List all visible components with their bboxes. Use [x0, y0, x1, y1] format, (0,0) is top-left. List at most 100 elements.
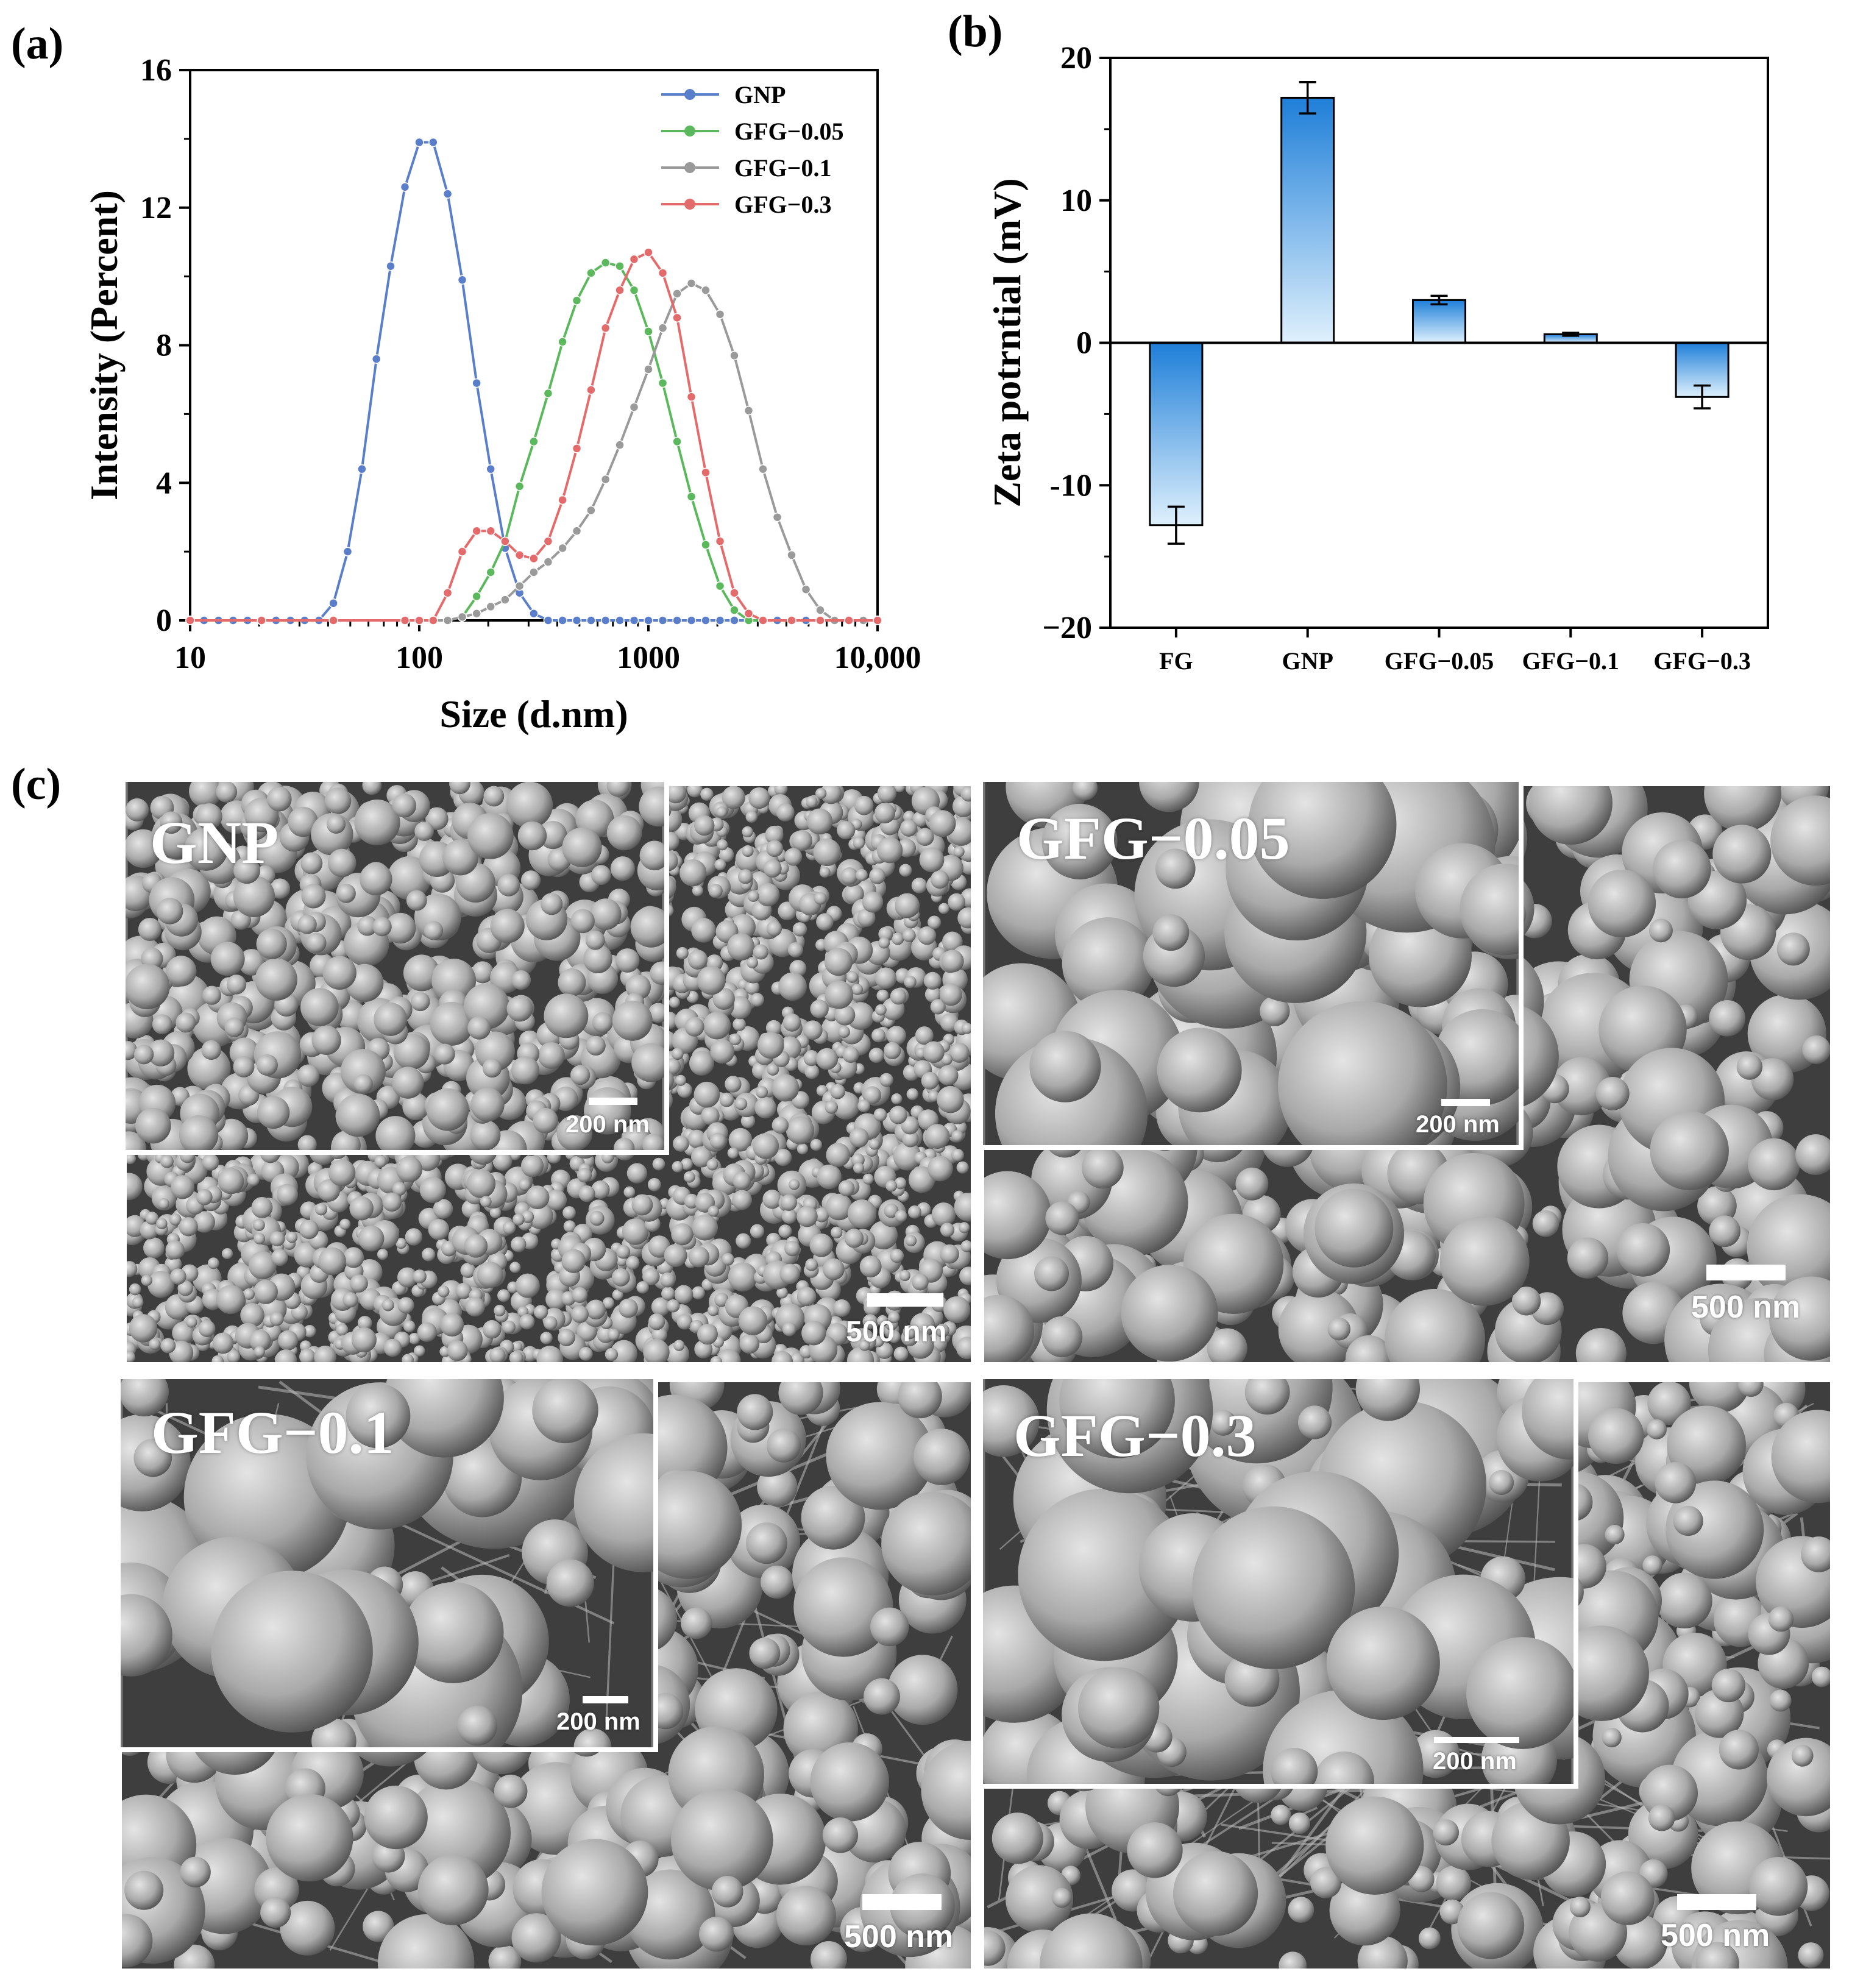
data-point-gfg-0.05 [658, 378, 668, 388]
sem-particle [438, 1285, 450, 1298]
data-point-gfg-0.05 [586, 268, 596, 278]
sem-particle [1244, 1379, 1290, 1415]
data-point-gfg-0.05 [529, 436, 539, 447]
sem-particle [428, 1219, 450, 1240]
sem-particle [122, 1914, 153, 1968]
sem-particle [772, 1116, 789, 1134]
sem-particle [809, 1233, 834, 1257]
panel-label-c: (c) [11, 759, 62, 809]
sem-particle [494, 1304, 506, 1317]
sem-particle [254, 1346, 265, 1357]
sem-particle [545, 1288, 567, 1310]
sem-particle [766, 840, 784, 857]
sem-particle [940, 1053, 953, 1065]
sem-particle [520, 1154, 544, 1177]
sem-particle [573, 1728, 612, 1747]
sem-particle [761, 1565, 794, 1599]
sem-particle [869, 867, 886, 884]
sem-particle [778, 1224, 792, 1238]
inset-scalebar-gfg-0.1 [583, 1696, 628, 1703]
sem-inset-texture-gfg-0.05 [983, 782, 1519, 1145]
sem-particle [1595, 1076, 1630, 1110]
sem-particle [482, 1058, 502, 1078]
data-point-gfg-0.1 [442, 616, 453, 625]
sem-particle [513, 1213, 525, 1226]
sem-particle [563, 1220, 576, 1233]
sem-inset-texture-gfg-0.3 [983, 1379, 1573, 1784]
sem-particle [921, 1741, 971, 1841]
sem-particle [876, 837, 903, 864]
sem-particle [353, 1074, 373, 1093]
sem-particle [1776, 932, 1810, 966]
sem-particle [923, 1041, 945, 1063]
sem-particle [1045, 1201, 1079, 1235]
sem-particle [275, 1349, 297, 1362]
data-point-gfg-0.3 [873, 616, 882, 625]
sem-particle [607, 1328, 620, 1341]
sem-particle [1602, 1727, 1622, 1748]
sem-particle [701, 1106, 720, 1125]
sem-particle [160, 1154, 174, 1168]
sem-particle [121, 1594, 172, 1677]
sem-particle [413, 1269, 427, 1283]
sem-particle [158, 1198, 169, 1210]
sem-particle [935, 1323, 949, 1338]
sem-particle [511, 1341, 523, 1352]
sem-particle [1192, 1506, 1355, 1669]
data-point-gfg-0.05 [686, 492, 697, 502]
sem-particle [511, 970, 531, 990]
sem-particle [825, 1101, 839, 1114]
sem-particle [419, 1176, 446, 1203]
sem-particle [767, 1063, 779, 1076]
sem-particle [737, 1394, 773, 1430]
sem-particle [923, 971, 942, 990]
legend-marker-gfg-0.1 [684, 162, 695, 173]
sem-particle [673, 1340, 685, 1351]
sem-particle [149, 1338, 161, 1351]
data-point-gfg-0.3 [715, 536, 725, 546]
sem-particle [939, 983, 962, 1006]
sem-particle [877, 786, 897, 803]
sem-particle [211, 1571, 373, 1733]
sem-particle [489, 1207, 502, 1219]
data-point-gnp [586, 616, 596, 625]
sem-particle [954, 1192, 971, 1222]
sem-particle [877, 1315, 889, 1327]
sem-particle [340, 1049, 386, 1095]
data-point-gfg-0.05 [715, 581, 725, 591]
sem-particle [774, 1149, 792, 1166]
sem-particle [826, 1143, 850, 1167]
sem-particle [460, 1262, 476, 1278]
sem-particle [339, 1218, 351, 1230]
data-point-gnp [672, 616, 682, 625]
sem-particle [187, 1046, 231, 1090]
sem-particle [863, 1086, 882, 1104]
zeta-y-tick-label--20: −20 [1042, 611, 1092, 645]
data-point-gfg-0.1 [729, 350, 739, 361]
sem-particle [679, 859, 707, 887]
sem-particle [198, 1320, 216, 1337]
sem-particle [904, 975, 917, 989]
sem-particle [417, 1322, 437, 1342]
sem-particle [870, 1607, 909, 1647]
sem-particle [527, 1202, 553, 1229]
sem-particle [688, 1246, 710, 1268]
sem-particle [694, 815, 715, 836]
sem-particle [1314, 1188, 1394, 1268]
sem-particle [1489, 1470, 1514, 1495]
sem-particle [622, 1218, 649, 1245]
sem-particle [875, 1004, 887, 1016]
sem-particle [351, 1327, 377, 1353]
sem-particle [126, 1131, 147, 1150]
sem-particle [377, 1249, 389, 1260]
sem-particle [509, 1351, 523, 1362]
sem-particle [878, 937, 890, 949]
sem-particle [328, 1159, 356, 1187]
data-point-gnp [600, 616, 611, 625]
sem-particle [887, 1330, 901, 1343]
sem-particle [817, 1164, 842, 1190]
sem-particle [803, 1020, 823, 1040]
sem-particle [708, 884, 723, 898]
legend-marker-gnp [684, 89, 695, 100]
